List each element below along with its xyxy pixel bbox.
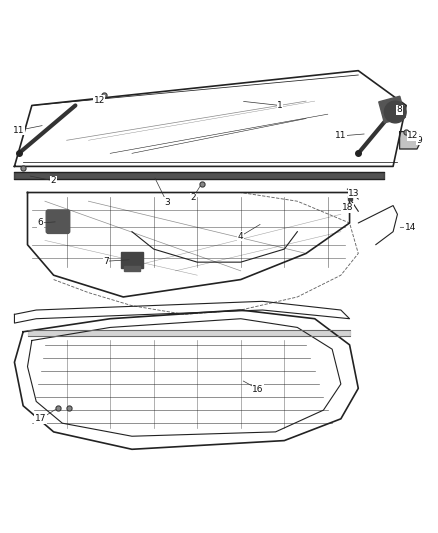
Text: 2: 2	[190, 193, 196, 202]
Text: 18: 18	[342, 203, 353, 212]
Text: 11: 11	[13, 126, 25, 135]
Text: 1: 1	[277, 101, 283, 110]
Text: 7: 7	[103, 257, 109, 266]
Text: 3: 3	[164, 198, 170, 207]
Wedge shape	[385, 101, 406, 123]
Bar	[121, 252, 143, 268]
Text: 12: 12	[94, 96, 105, 105]
Bar	[379, 96, 406, 123]
Text: 6: 6	[38, 219, 43, 228]
Text: 9: 9	[417, 136, 422, 145]
Text: 14: 14	[405, 223, 416, 232]
Text: 2: 2	[51, 176, 57, 185]
Text: 4: 4	[238, 231, 244, 240]
Text: 13: 13	[348, 189, 360, 198]
Bar	[124, 265, 140, 271]
Text: 12: 12	[407, 132, 418, 140]
FancyBboxPatch shape	[46, 210, 70, 233]
Text: 17: 17	[35, 414, 46, 423]
Text: 11: 11	[335, 132, 346, 140]
Polygon shape	[399, 132, 421, 149]
Text: 8: 8	[397, 106, 403, 114]
Text: 16: 16	[252, 385, 264, 394]
